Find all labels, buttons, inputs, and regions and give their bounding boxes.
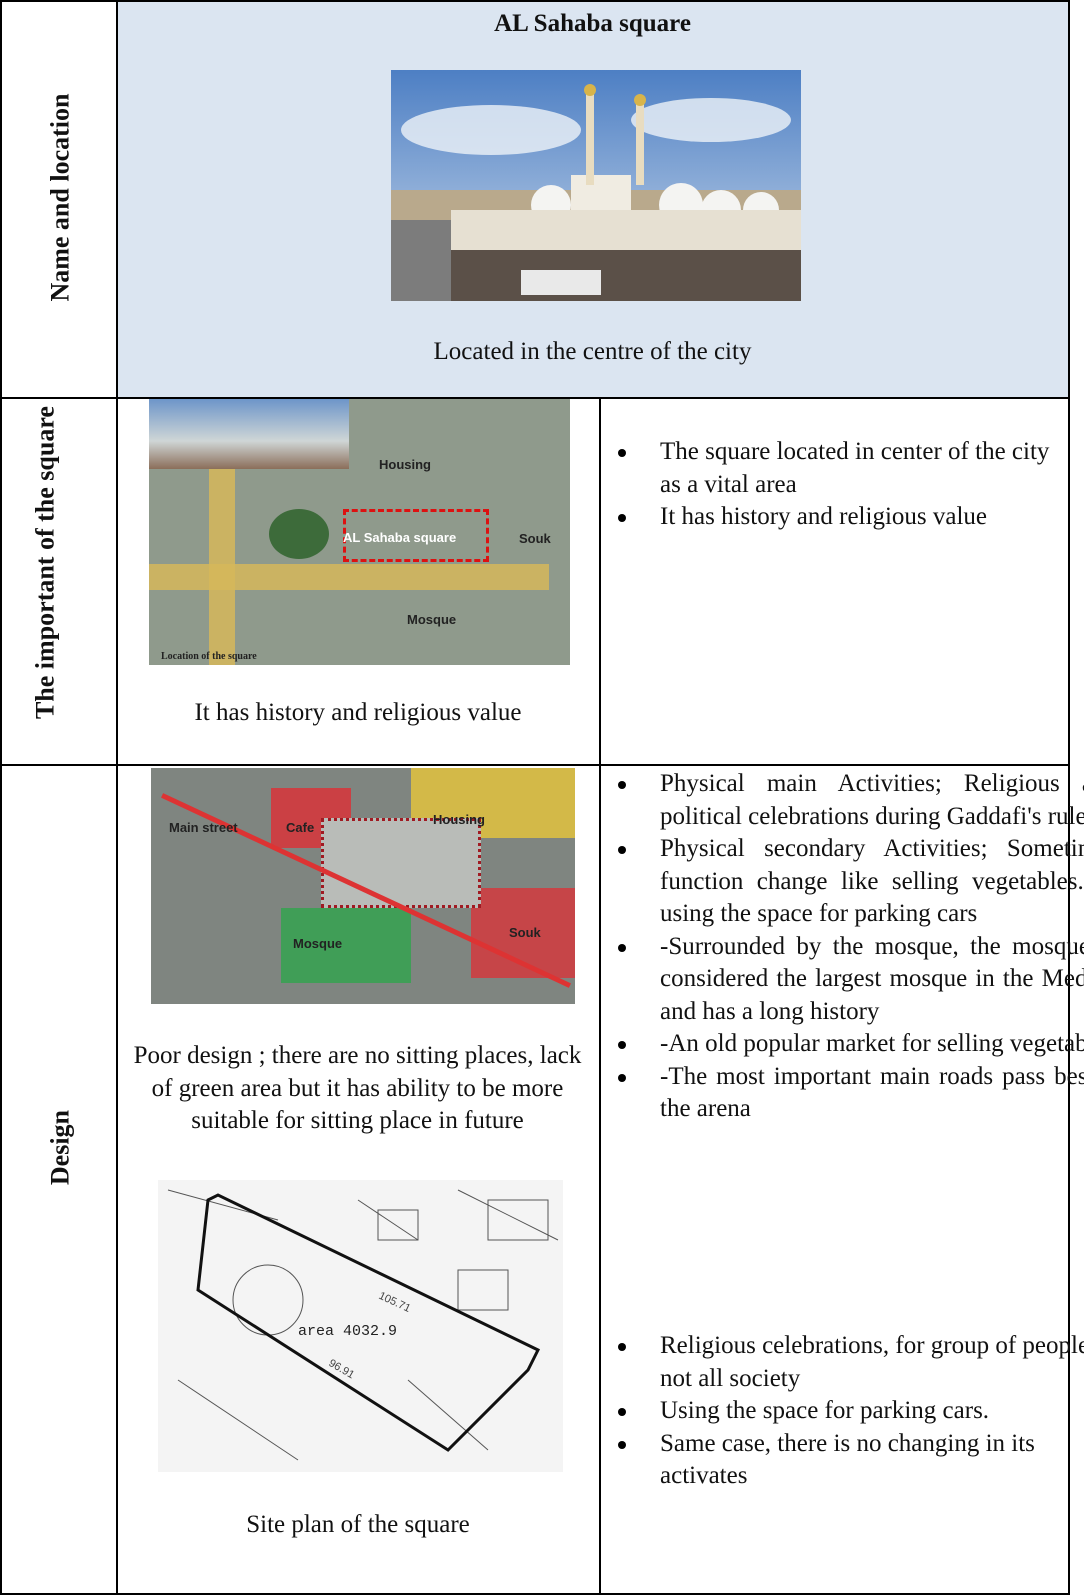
map-label: Mosque bbox=[407, 612, 457, 627]
square-title: AL Sahaba square bbox=[494, 10, 691, 37]
bullet: It has history and religious value bbox=[618, 501, 1060, 534]
map-label: Souk bbox=[519, 531, 551, 546]
row-header: Name and location bbox=[45, 93, 75, 302]
caption: Located in the centre of the city bbox=[433, 338, 752, 365]
map-caption: Location of the square bbox=[161, 651, 257, 662]
row-header: The important of the square bbox=[30, 406, 60, 720]
design-map: Main street Cafe Housing Mosque Souk bbox=[151, 768, 575, 1004]
map-label: AL Sahaba square bbox=[343, 530, 457, 545]
map-label: Souk bbox=[509, 925, 541, 940]
caption: It has history and religious value bbox=[194, 699, 522, 726]
bullet: -Surrounded by the mosque, the mosque is… bbox=[618, 931, 1084, 1029]
map-label: Main street bbox=[169, 820, 238, 835]
mosque-photo bbox=[391, 70, 801, 301]
location-map: Housing AL Sahaba square Souk Mosque bbox=[149, 399, 570, 665]
bullet: Religious celebrations, for group of peo… bbox=[618, 1330, 1084, 1395]
plan-label: area 4032.9 bbox=[298, 1323, 397, 1340]
bullet-list: Religious celebrations, for group of peo… bbox=[600, 1330, 1084, 1493]
bullet: -The most important main roads pass besi… bbox=[618, 1061, 1084, 1126]
map-label: Housing bbox=[433, 812, 485, 827]
bullet: -An old popular market for selling veget… bbox=[618, 1028, 1084, 1061]
bullet-list: The square located in center of the city… bbox=[600, 436, 1060, 534]
row-header: Design bbox=[45, 1109, 75, 1186]
map-label: Housing bbox=[379, 457, 431, 472]
bullet: The square located in center of the city… bbox=[618, 436, 1060, 501]
caption: Site plan of the square bbox=[246, 1511, 470, 1538]
map-label: Cafe bbox=[286, 820, 315, 835]
bullet: Same case, there is no changing in its a… bbox=[618, 1428, 1084, 1493]
bullet: Using the space for parking cars. bbox=[618, 1395, 1084, 1428]
bullet-list: Physical main Activities; Religious and … bbox=[600, 768, 1084, 1126]
bullet: Physical secondary Activities; Sometimes… bbox=[618, 833, 1084, 931]
site-plan: area 4032.9 105.71 96.91 bbox=[158, 1180, 563, 1472]
caption: Poor design ; there are no sitting place… bbox=[133, 1042, 582, 1134]
bullet: Physical main Activities; Religious and … bbox=[618, 768, 1084, 833]
map-label: Mosque bbox=[293, 936, 343, 951]
